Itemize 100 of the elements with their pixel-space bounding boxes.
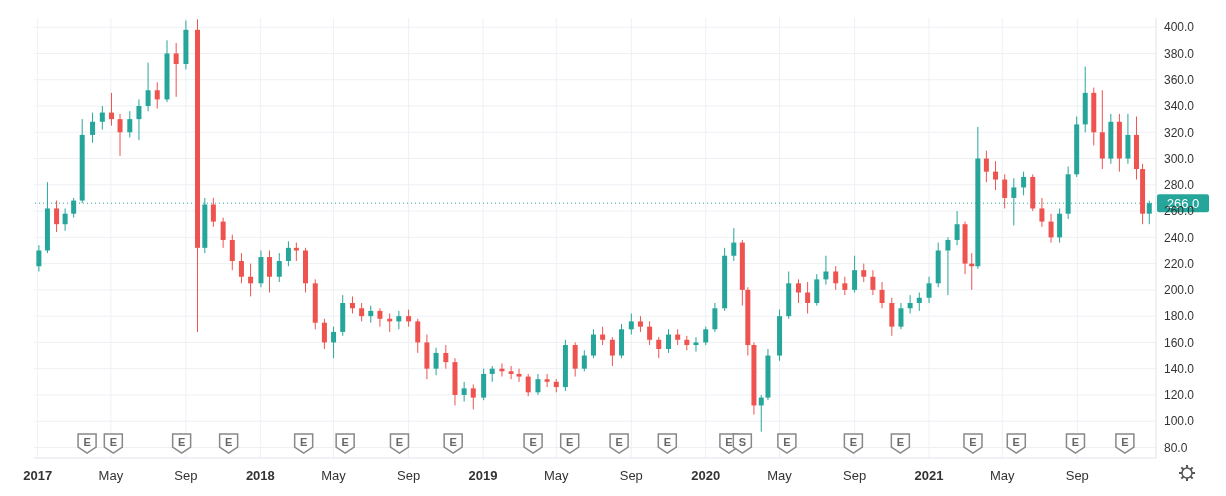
candlestick bbox=[117, 113, 123, 157]
y-tick-label: 120.0 bbox=[1164, 388, 1195, 403]
x-tick-label: May bbox=[98, 468, 124, 483]
annotation: E bbox=[849, 436, 858, 448]
y-tick-label: 140.0 bbox=[1164, 361, 1195, 376]
candlestick bbox=[916, 292, 922, 312]
candlestick bbox=[443, 344, 449, 370]
candlestick bbox=[1021, 171, 1027, 196]
candlestick bbox=[572, 341, 578, 378]
annotation: E bbox=[177, 436, 186, 448]
y-tick-label: 160.0 bbox=[1164, 335, 1195, 350]
x-tick-label: 2018 bbox=[245, 468, 275, 483]
y-tick-label: 80.0 bbox=[1164, 440, 1188, 455]
candlestick bbox=[154, 81, 160, 110]
candlestick bbox=[62, 207, 68, 232]
annotation: E bbox=[566, 436, 574, 448]
candlestick bbox=[99, 105, 105, 131]
annotation: S bbox=[738, 436, 747, 448]
candlestick bbox=[861, 263, 867, 283]
candlestick bbox=[285, 240, 291, 267]
candlestick bbox=[805, 281, 811, 315]
candlestick bbox=[1146, 200, 1152, 225]
candlestick bbox=[267, 249, 272, 294]
x-tick-label: 2019 bbox=[468, 468, 498, 483]
y-tick-label: 360.0 bbox=[1164, 72, 1195, 87]
candlestick bbox=[248, 263, 254, 297]
candlestick bbox=[54, 200, 60, 233]
annotation: E bbox=[783, 436, 791, 448]
candlestick bbox=[590, 328, 596, 359]
y-tick-label: 380.0 bbox=[1164, 46, 1195, 61]
candlestick bbox=[954, 210, 960, 246]
x-tick-label: May bbox=[543, 468, 570, 483]
x-tick-label: Sep bbox=[1065, 468, 1089, 483]
candlestick bbox=[1048, 213, 1054, 244]
x-tick-label: 2021 bbox=[914, 468, 944, 483]
candlestick bbox=[238, 252, 244, 284]
candlestick bbox=[470, 383, 476, 410]
y-tick-label: 280.0 bbox=[1164, 178, 1195, 193]
candlestick bbox=[870, 269, 876, 296]
candlestick bbox=[656, 336, 662, 359]
candlestick bbox=[731, 227, 737, 262]
candlestick bbox=[703, 326, 709, 346]
annotation: E bbox=[1012, 436, 1020, 448]
candlestick bbox=[814, 273, 820, 307]
annotation: E bbox=[341, 436, 349, 448]
candlestick bbox=[833, 265, 839, 291]
annotation: E bbox=[969, 436, 977, 448]
candlestick bbox=[359, 302, 365, 322]
y-tick-label: 240.0 bbox=[1164, 230, 1195, 245]
candlestick bbox=[666, 328, 672, 354]
y-tick-label: 180.0 bbox=[1164, 309, 1195, 324]
candlestick bbox=[945, 236, 951, 296]
candlestick bbox=[898, 302, 904, 330]
candlestick bbox=[481, 368, 487, 401]
y-tick-label: 220.0 bbox=[1164, 256, 1195, 271]
annotation: E bbox=[663, 436, 671, 448]
candlestick bbox=[1125, 113, 1131, 165]
annotation: E bbox=[109, 436, 117, 448]
candlestick bbox=[108, 92, 114, 127]
candlestick bbox=[628, 313, 634, 336]
annotation: E bbox=[300, 436, 308, 448]
candlestick bbox=[693, 336, 699, 353]
candlestick bbox=[600, 326, 606, 346]
candlestick bbox=[926, 276, 932, 304]
candlestick bbox=[415, 318, 421, 354]
y-tick-label: 300.0 bbox=[1164, 151, 1195, 166]
candlestick bbox=[377, 307, 383, 328]
y-tick-label: 100.0 bbox=[1164, 414, 1195, 429]
candlestick bbox=[321, 318, 327, 350]
candlestick bbox=[983, 150, 989, 183]
candlestick bbox=[544, 373, 550, 388]
candlestick bbox=[396, 310, 402, 330]
annotation: E bbox=[449, 436, 457, 448]
y-tick-label: 400.0 bbox=[1164, 20, 1195, 35]
x-tick-label: Sep bbox=[843, 468, 867, 483]
x-tick-label: May bbox=[321, 468, 347, 483]
candlestick bbox=[907, 294, 913, 315]
candlestick bbox=[1057, 207, 1063, 244]
x-tick-label: Sep bbox=[397, 468, 421, 483]
candlestick bbox=[36, 244, 42, 272]
annotation: E bbox=[224, 436, 233, 448]
y-tick-label: 320.0 bbox=[1164, 125, 1195, 140]
candlestick bbox=[1039, 197, 1045, 228]
candlestick bbox=[173, 42, 179, 98]
candlestick bbox=[508, 365, 514, 380]
annotation: E bbox=[896, 436, 905, 448]
y-tick-label: 340.0 bbox=[1164, 99, 1195, 114]
annotation: E bbox=[395, 436, 404, 448]
candlestick bbox=[823, 255, 829, 286]
candlestick bbox=[993, 160, 999, 191]
annotation: E bbox=[615, 436, 623, 448]
candlestick bbox=[145, 62, 151, 112]
candlestick bbox=[525, 373, 531, 397]
x-tick-label: May bbox=[989, 468, 1016, 483]
candlestick bbox=[276, 252, 282, 283]
candlestick bbox=[581, 349, 587, 372]
candlestick bbox=[647, 320, 653, 346]
annotation: E bbox=[1121, 436, 1129, 448]
candlestick bbox=[795, 278, 801, 304]
candlestick bbox=[842, 276, 848, 296]
